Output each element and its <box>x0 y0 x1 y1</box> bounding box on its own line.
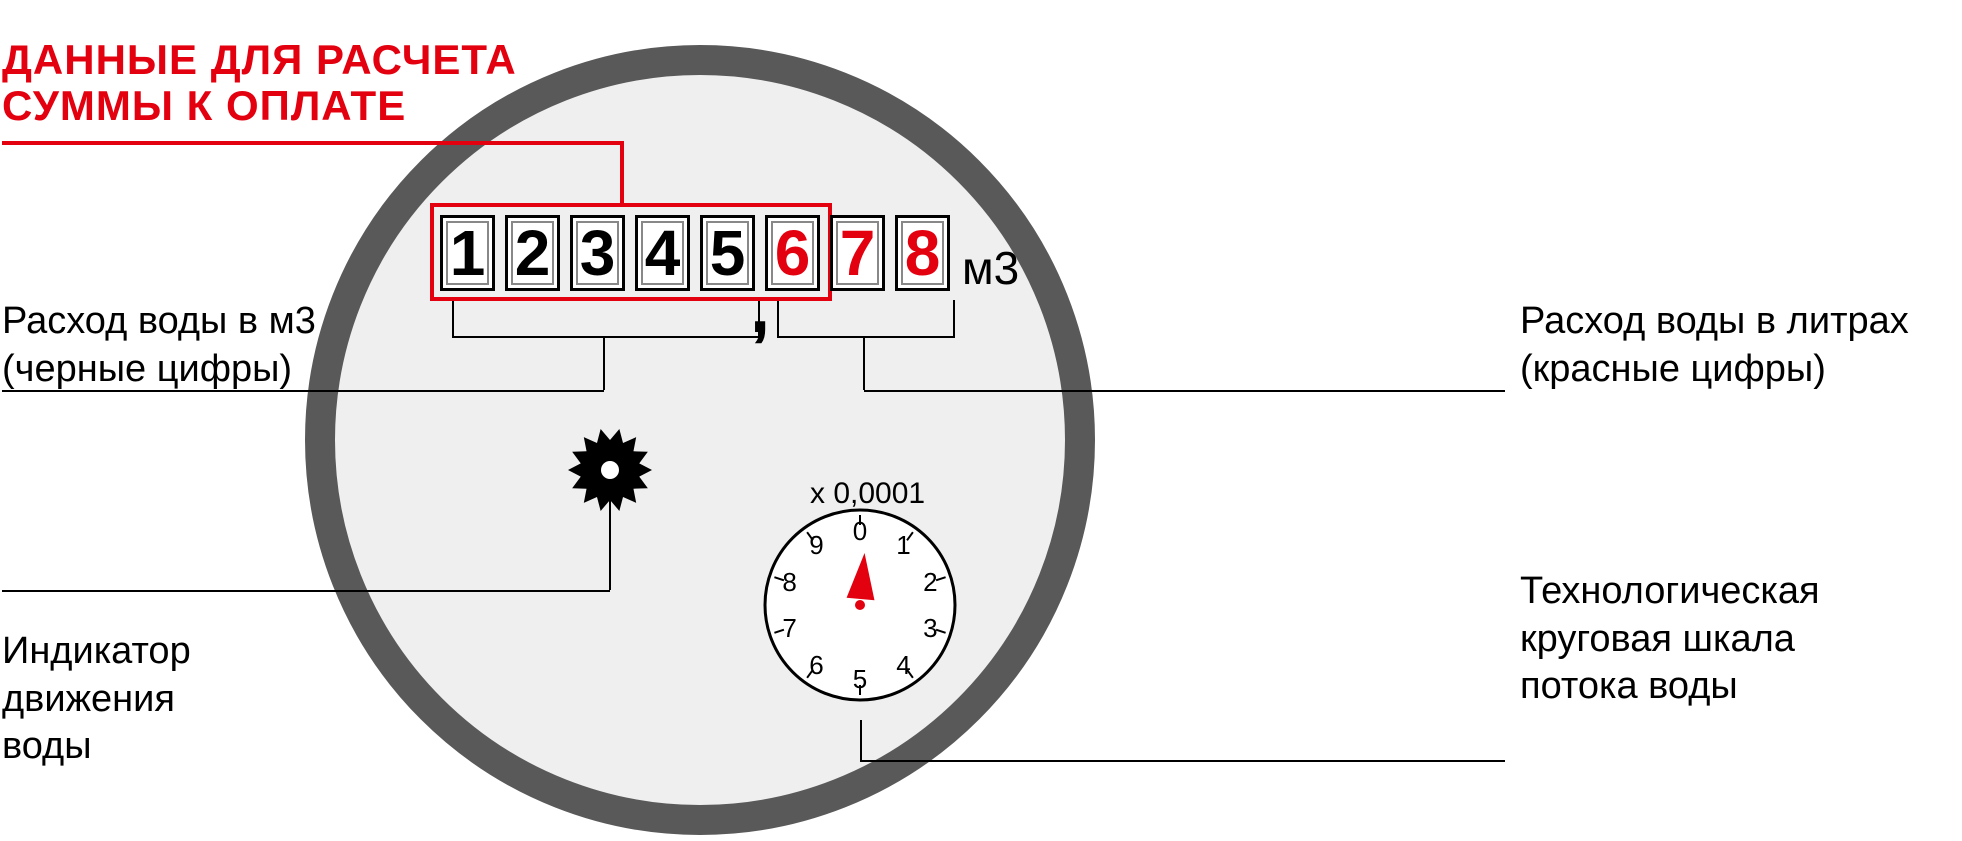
flow-scale-dial: 012 34567 89 <box>753 498 967 712</box>
svg-text:6: 6 <box>809 650 823 680</box>
svg-text:9: 9 <box>809 530 823 560</box>
svg-text:5: 5 <box>853 664 867 694</box>
digit-4: 5 <box>700 215 755 291</box>
digit-5: 6 <box>765 215 820 291</box>
svg-text:7: 7 <box>782 613 796 643</box>
svg-text:0: 0 <box>853 516 867 546</box>
unit-label: м3 <box>962 241 1019 295</box>
svg-text:2: 2 <box>923 567 937 597</box>
digit-3: 4 <box>635 215 690 291</box>
svg-text:3: 3 <box>923 613 937 643</box>
digit-6: 7 <box>830 215 885 291</box>
svg-text:1: 1 <box>896 530 910 560</box>
svg-text:4: 4 <box>896 650 910 680</box>
subdial-multiplier-label: x 0,0001 <box>810 477 925 512</box>
digit-0: 1 <box>440 215 495 291</box>
svg-text:8: 8 <box>782 567 796 597</box>
decimal-comma: , <box>750 267 770 349</box>
gear-icon <box>562 422 658 518</box>
digit-1: 2 <box>505 215 560 291</box>
odometer-digits: 12345678 <box>440 215 950 291</box>
digit-2: 3 <box>570 215 625 291</box>
digit-7: 8 <box>895 215 950 291</box>
